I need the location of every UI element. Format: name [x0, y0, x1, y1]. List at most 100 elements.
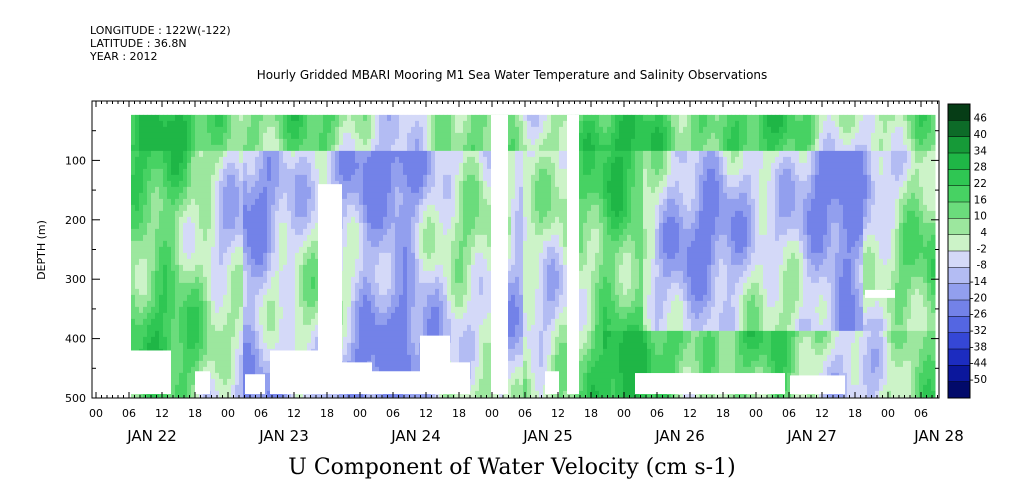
heatmap-cell: [363, 132, 368, 140]
heatmap-cell: [431, 186, 436, 194]
heatmap-cell: [443, 180, 448, 188]
heatmap-cell: [507, 348, 512, 356]
heatmap-cell: [507, 264, 512, 272]
heatmap-cell: [163, 120, 168, 128]
heatmap-cell: [155, 120, 160, 128]
heatmap-cell: [535, 288, 540, 296]
heatmap-cell: [291, 390, 296, 398]
heatmap-cell: [551, 210, 556, 218]
heatmap-cell: [327, 150, 332, 158]
heatmap-cell: [247, 270, 252, 278]
heatmap-cell: [171, 348, 176, 356]
heatmap-cell: [379, 264, 384, 272]
heatmap-cell: [223, 360, 228, 368]
heatmap-cell: [367, 300, 372, 308]
heatmap-cell: [131, 318, 136, 326]
heatmap-cell: [475, 156, 480, 164]
heatmap-cell: [231, 156, 236, 164]
heatmap-cell: [259, 342, 264, 350]
heatmap-cell: [211, 204, 216, 212]
heatmap-cell: [227, 312, 232, 320]
heatmap-cell: [447, 204, 452, 212]
heatmap-cell: [483, 240, 488, 248]
heatmap-cell: [287, 114, 292, 122]
heatmap-cell: [199, 162, 204, 170]
heatmap-cell: [139, 162, 144, 170]
heatmap-cell: [451, 144, 456, 152]
heatmap-cell: [255, 324, 260, 332]
heatmap-cell: [463, 336, 468, 344]
heatmap-cell: [335, 120, 340, 128]
heatmap-cell: [263, 360, 268, 368]
heatmap-cell: [443, 276, 448, 284]
heatmap-cell: [411, 390, 416, 398]
heatmap-cell: [471, 126, 476, 134]
heatmap-cell: [207, 288, 212, 296]
heatmap-cell: [303, 168, 308, 176]
heatmap-cell: [247, 126, 252, 134]
heatmap-cell: [543, 144, 548, 152]
heatmap-cell: [411, 360, 416, 368]
heatmap-cell: [547, 306, 552, 314]
heatmap-cell: [411, 252, 416, 260]
heatmap-cell: [223, 306, 228, 314]
heatmap-cell: [195, 120, 200, 128]
heatmap-cell: [187, 294, 192, 302]
heatmap-cell: [315, 390, 320, 398]
heatmap-cell: [467, 222, 472, 230]
heatmap-cell: [187, 138, 192, 146]
heatmap-cell: [147, 252, 152, 260]
heatmap-cell: [507, 336, 512, 344]
heatmap-cell: [183, 246, 188, 254]
heatmap-cell: [219, 222, 224, 230]
heatmap-cell: [355, 222, 360, 230]
heatmap-cell: [195, 228, 200, 236]
heatmap-cell: [383, 150, 388, 158]
heatmap-cell: [435, 186, 440, 194]
heatmap-cell: [199, 306, 204, 314]
heatmap-cell: [395, 180, 400, 188]
heatmap-cell: [403, 174, 408, 182]
heatmap-cell: [259, 318, 264, 326]
heatmap-cell: [515, 306, 520, 314]
heatmap-cell: [307, 336, 312, 344]
heatmap-cell: [419, 222, 424, 230]
heatmap-cell: [423, 156, 428, 164]
heatmap-cell: [243, 348, 248, 356]
heatmap-cell: [275, 138, 280, 146]
heatmap-cell: [155, 204, 160, 212]
heatmap-cell: [423, 198, 428, 206]
heatmap-cell: [343, 150, 348, 158]
heatmap-cell: [139, 312, 144, 320]
heatmap-cell: [315, 198, 320, 206]
heatmap-cell: [539, 120, 544, 128]
heatmap-cell: [535, 168, 540, 176]
heatmap-cell: [251, 228, 256, 236]
heatmap-cell: [487, 264, 492, 272]
heatmap-cell: [383, 210, 388, 218]
heatmap-cell: [531, 384, 536, 392]
heatmap-cell: [467, 132, 472, 140]
heatmap-cell: [215, 330, 220, 338]
heatmap-cell: [451, 324, 456, 332]
heatmap-cell: [391, 342, 396, 350]
heatmap-cell: [479, 186, 484, 194]
heatmap-cell: [423, 330, 428, 338]
heatmap-cell: [419, 204, 424, 212]
heatmap-cell: [151, 234, 156, 242]
heatmap-cell: [503, 390, 508, 398]
heatmap-cell: [351, 168, 356, 176]
heatmap-cell: [191, 198, 196, 206]
heatmap-cell: [351, 180, 356, 188]
heatmap-cell: [463, 228, 468, 236]
heatmap-cell: [375, 180, 380, 188]
heatmap-cell: [539, 378, 544, 386]
heatmap-cell: [199, 138, 204, 146]
heatmap-cell: [351, 246, 356, 254]
heatmap-cell: [383, 198, 388, 206]
heatmap-cell: [183, 288, 188, 296]
heatmap-cell: [403, 360, 408, 368]
heatmap-cell: [355, 210, 360, 218]
heatmap-cell: [407, 150, 412, 158]
heatmap-cell: [195, 150, 200, 158]
